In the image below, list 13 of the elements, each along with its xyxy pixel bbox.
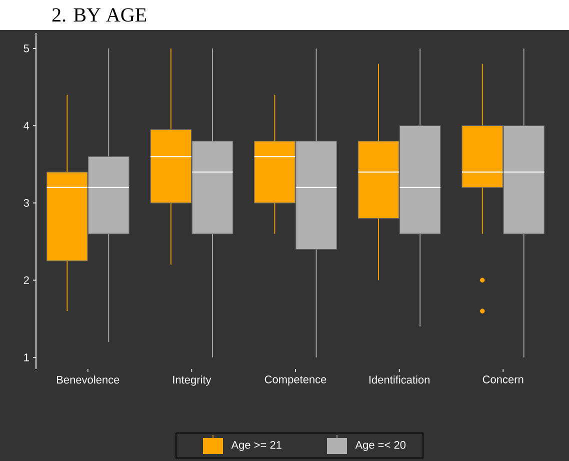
y-tick-label: 4: [24, 122, 30, 130]
legend-label: Age =< 20: [355, 441, 406, 451]
y-tick-label: 2: [24, 276, 29, 284]
x-tick-label: Integrity: [173, 376, 212, 386]
y-tick-label: 1: [24, 354, 29, 362]
chart-title: 2. BY AGE: [52, 8, 146, 22]
legend-label: Age >= 21: [231, 441, 282, 451]
x-tick-label: Competence: [264, 376, 326, 386]
x-tick-label: Benevolence: [57, 376, 120, 384]
y-tick-label: 5: [24, 44, 29, 52]
y-tick-label: 3: [24, 199, 29, 207]
x-tick-label: Identification: [369, 376, 430, 384]
x-tick-label: Concern: [482, 376, 524, 384]
